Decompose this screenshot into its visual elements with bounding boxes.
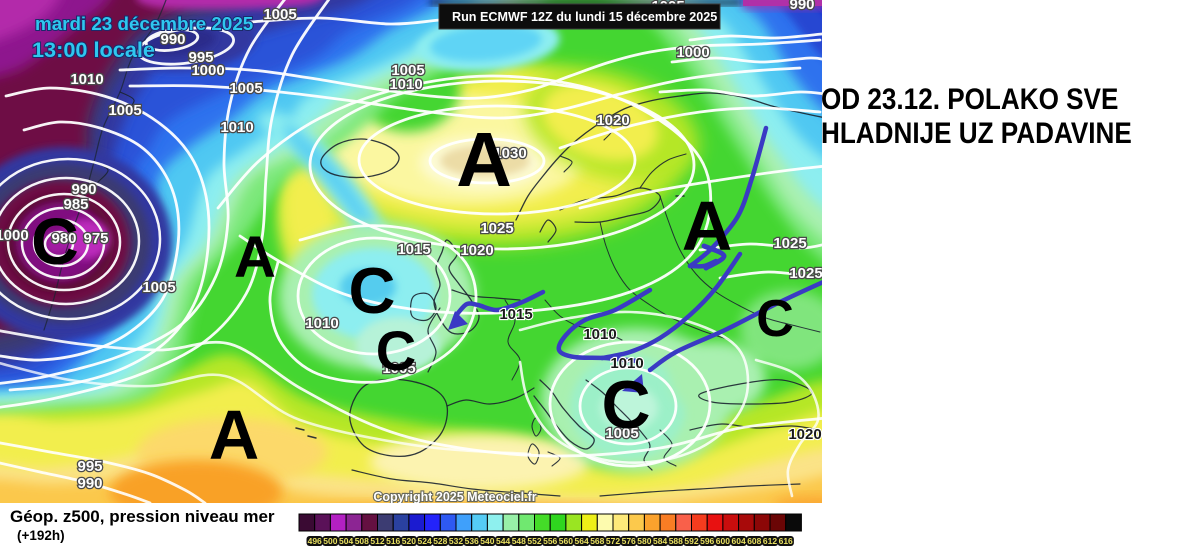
- svg-text:500: 500: [323, 536, 337, 546]
- svg-text:A: A: [209, 396, 260, 474]
- svg-text:1005: 1005: [142, 279, 175, 296]
- svg-text:552: 552: [527, 536, 541, 546]
- svg-text:A: A: [456, 117, 512, 203]
- svg-text:496: 496: [308, 536, 322, 546]
- svg-text:1010: 1010: [389, 76, 422, 93]
- svg-text:536: 536: [465, 536, 479, 546]
- svg-text:990: 990: [160, 31, 185, 48]
- svg-text:540: 540: [480, 536, 494, 546]
- svg-text:A: A: [682, 187, 733, 265]
- svg-text:596: 596: [700, 536, 714, 546]
- svg-text:1010: 1010: [305, 315, 338, 332]
- svg-text:1005: 1005: [605, 425, 638, 442]
- svg-text:1010: 1010: [583, 326, 616, 343]
- svg-text:A: A: [234, 225, 276, 290]
- svg-text:1010: 1010: [610, 355, 643, 372]
- svg-text:600: 600: [716, 536, 730, 546]
- svg-text:Copyright 2025 Meteociel.fr: Copyright 2025 Meteociel.fr: [373, 490, 536, 503]
- svg-text:1030: 1030: [493, 145, 526, 162]
- svg-text:1010: 1010: [70, 71, 103, 88]
- svg-text:608: 608: [747, 536, 761, 546]
- svg-text:C: C: [601, 367, 650, 443]
- svg-text:C: C: [756, 290, 794, 348]
- svg-text:13:00 locale: 13:00 locale: [32, 37, 155, 62]
- svg-text:990: 990: [77, 475, 102, 492]
- svg-text:528: 528: [433, 536, 447, 546]
- svg-text:1005: 1005: [263, 6, 296, 23]
- svg-text:1010: 1010: [220, 119, 253, 136]
- svg-text:564: 564: [575, 536, 589, 546]
- svg-text:C: C: [31, 204, 79, 278]
- svg-text:556: 556: [543, 536, 557, 546]
- svg-text:516: 516: [386, 536, 400, 546]
- svg-text:1025: 1025: [480, 220, 513, 237]
- svg-text:C: C: [349, 254, 396, 327]
- svg-text:560: 560: [559, 536, 573, 546]
- svg-text:548: 548: [512, 536, 526, 546]
- svg-text:1005: 1005: [382, 360, 415, 377]
- svg-text:1015: 1015: [397, 241, 430, 258]
- svg-text:1000: 1000: [676, 44, 709, 61]
- svg-text:995: 995: [188, 49, 213, 66]
- svg-text:1005: 1005: [108, 102, 141, 119]
- svg-text:588: 588: [669, 536, 683, 546]
- svg-text:508: 508: [355, 536, 369, 546]
- svg-text:985: 985: [63, 196, 88, 213]
- svg-text:592: 592: [684, 536, 698, 546]
- svg-text:1020: 1020: [596, 112, 629, 129]
- svg-text:990: 990: [71, 181, 96, 198]
- svg-text:616: 616: [779, 536, 793, 546]
- svg-text:572: 572: [606, 536, 620, 546]
- svg-text:576: 576: [622, 536, 636, 546]
- svg-text:975: 975: [83, 230, 108, 247]
- svg-text:1005: 1005: [391, 62, 424, 79]
- svg-text:584: 584: [653, 536, 667, 546]
- svg-text:1000: 1000: [0, 227, 29, 244]
- svg-text:C: C: [376, 319, 416, 382]
- svg-text:1015: 1015: [499, 306, 532, 323]
- svg-text:1025: 1025: [789, 265, 822, 282]
- svg-text:580: 580: [637, 536, 651, 546]
- svg-text:1005: 1005: [229, 80, 262, 97]
- svg-text:mardi 23 décembre 2025: mardi 23 décembre 2025: [35, 13, 253, 34]
- svg-text:990: 990: [789, 0, 814, 13]
- svg-text:612: 612: [763, 536, 777, 546]
- svg-text:980: 980: [51, 230, 76, 247]
- svg-text:604: 604: [732, 536, 746, 546]
- svg-text:504: 504: [339, 536, 353, 546]
- svg-text:568: 568: [590, 536, 604, 546]
- svg-text:1020: 1020: [788, 426, 821, 443]
- svg-text:524: 524: [418, 536, 432, 546]
- svg-text:1000: 1000: [191, 62, 224, 79]
- svg-text:512: 512: [370, 536, 384, 546]
- svg-text:995: 995: [77, 458, 102, 475]
- svg-text:544: 544: [496, 536, 510, 546]
- svg-text:532: 532: [449, 536, 463, 546]
- svg-text:Run ECMWF 12Z du lundi 15 déce: Run ECMWF 12Z du lundi 15 décembre 2025: [452, 10, 717, 24]
- svg-text:520: 520: [402, 536, 416, 546]
- svg-text:1020: 1020: [460, 242, 493, 259]
- svg-text:1025: 1025: [773, 235, 806, 252]
